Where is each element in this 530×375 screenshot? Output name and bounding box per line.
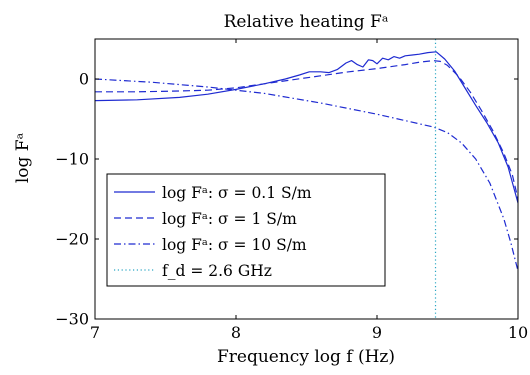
chart-title: Relative heating Fᵃ [224,12,389,32]
legend-entry: f_d = 2.6 GHz [162,262,272,280]
legend-entry: log Fᵃ: σ = 1 S/m [162,210,297,228]
plot-frame [94,38,519,320]
legend-entry: log Fᵃ: σ = 0.1 S/m [162,184,312,202]
y-axis-label: log Fᵃ [13,132,33,183]
y-tick-label: −20 [55,230,89,249]
axis-ticks: 7 8 9 10 0 −10 −20 −30 [55,39,528,342]
legend-box [106,173,386,287]
y-tick-label: 0 [79,70,89,89]
y-tick-label: −30 [55,310,89,329]
x-tick-label: 9 [372,323,382,342]
x-axis-label: Frequency log f (Hz) [217,347,395,367]
plot-area [94,38,519,320]
y-tick-label: −10 [55,150,89,169]
x-tick-label: 10 [508,323,528,342]
x-tick-label: 8 [231,323,241,342]
x-tick-label: 7 [90,323,100,342]
legend-entry: log Fᵃ: σ = 10 S/m [162,236,307,254]
legend: log Fᵃ: σ = 0.1 S/m log Fᵃ: σ = 1 S/m log … [106,173,386,287]
